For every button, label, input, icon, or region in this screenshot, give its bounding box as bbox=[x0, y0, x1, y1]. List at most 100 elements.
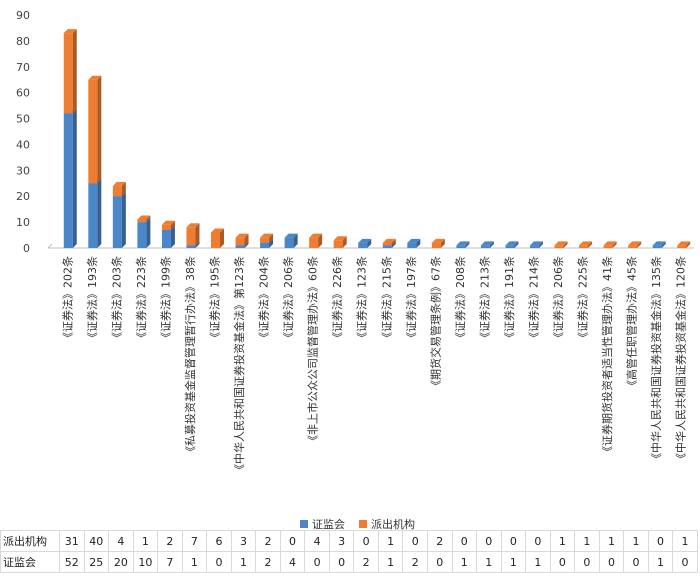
bar-side bbox=[318, 233, 323, 248]
bar-segment-pcjg bbox=[63, 29, 77, 114]
bar-side bbox=[686, 241, 691, 248]
data-table-cell: 1 bbox=[598, 530, 625, 552]
bar-segment-pcjg bbox=[88, 75, 102, 184]
data-table-cell: 0 bbox=[206, 551, 232, 573]
bar-segment-pcjg bbox=[554, 241, 568, 248]
bar-side bbox=[269, 233, 274, 243]
bar-front bbox=[137, 219, 147, 223]
legend-swatch-series-1 bbox=[300, 520, 308, 528]
bar-side bbox=[489, 241, 494, 248]
x-tick-label: 《中华人民共和国证券投资基金法》135条 bbox=[649, 256, 663, 464]
data-table-cell: 1 bbox=[500, 551, 527, 573]
data-table-cell: 3 bbox=[328, 530, 355, 552]
bar-front bbox=[260, 242, 270, 248]
bar-segment-pcjg bbox=[333, 236, 347, 248]
bar-front bbox=[382, 245, 392, 248]
data-table-cell: 2 bbox=[157, 530, 183, 552]
y-tick-label: 70 bbox=[16, 61, 30, 74]
bar-top bbox=[358, 238, 372, 243]
x-tick-label: 《证券法》214条 bbox=[527, 256, 541, 343]
data-table-cell: 1 bbox=[451, 551, 478, 573]
data-table-cell: 1 bbox=[132, 530, 159, 552]
bar-side bbox=[342, 236, 347, 248]
legend-item-series-1: 证监会 bbox=[300, 516, 345, 532]
bar-segment-pcjg bbox=[137, 215, 151, 223]
bar-segment-pcjg bbox=[186, 223, 200, 246]
bar-segment-pcjg bbox=[260, 233, 274, 243]
data-table-cell: 31 bbox=[59, 530, 85, 552]
bar-segment-zjh bbox=[112, 192, 126, 248]
bar-top bbox=[456, 241, 470, 246]
data-table-cell: 0 bbox=[328, 551, 355, 573]
data-table-cell: 0 bbox=[549, 551, 576, 573]
bar-front bbox=[456, 245, 466, 248]
data-table-cell: 0 bbox=[304, 551, 330, 573]
bar-top bbox=[235, 233, 249, 238]
legend-item-series-2: 派出机构 bbox=[359, 516, 415, 532]
data-table-cell: 52 bbox=[59, 551, 85, 573]
bar-top bbox=[260, 233, 274, 238]
x-tick-label: 《证券法》193条 bbox=[85, 256, 99, 343]
bar-segment-zjh bbox=[407, 238, 421, 248]
bar-front bbox=[284, 237, 294, 248]
bar-front bbox=[358, 242, 368, 248]
bar-side bbox=[588, 241, 593, 248]
x-tick-label: 《高管任职管理办法》45条 bbox=[625, 256, 639, 391]
y-tick-label: 30 bbox=[16, 164, 30, 177]
data-table-cell: 0 bbox=[426, 551, 453, 573]
legend-label-series-1: 证监会 bbox=[312, 518, 345, 531]
data-table-cell: 0 bbox=[279, 530, 306, 552]
bar-side bbox=[391, 238, 396, 246]
bar-top bbox=[63, 29, 77, 34]
bar-side bbox=[661, 241, 666, 248]
bar-front bbox=[112, 185, 122, 197]
bar-segment-zjh bbox=[480, 241, 494, 248]
x-axis-labels: 《证券法》202条 《证券法》193条 《证券法》203条 《证券法》223条 《证券法… bbox=[60, 256, 687, 475]
bar-top bbox=[480, 241, 494, 246]
bar-front bbox=[309, 237, 319, 248]
bar-front bbox=[505, 245, 515, 248]
data-table-cell: 1 bbox=[377, 551, 404, 573]
x-tick-label: 《证券法》204条 bbox=[257, 256, 271, 343]
data-table-header: 证监会 bbox=[0, 551, 60, 573]
data-table-cell: 7 bbox=[157, 551, 183, 573]
bar-side bbox=[195, 223, 200, 246]
data-table-header: 派出机构 bbox=[0, 530, 60, 552]
bar-segment-zjh bbox=[63, 109, 77, 248]
data-table-cell: 1 bbox=[549, 530, 576, 552]
data-table-cell: 1 bbox=[476, 551, 502, 573]
x-tick-label: 《证券法》206条 bbox=[551, 256, 565, 343]
bar-side bbox=[121, 181, 126, 197]
bar-top bbox=[161, 220, 175, 225]
bar-front bbox=[186, 245, 196, 248]
x-tick-label: 《证券法》225条 bbox=[576, 256, 590, 343]
bar-front bbox=[186, 227, 196, 246]
x-tick-label: 《证券法》197条 bbox=[404, 256, 418, 343]
bar-side bbox=[514, 241, 519, 248]
bar-front bbox=[211, 232, 220, 248]
bar-side bbox=[293, 233, 298, 248]
data-table-cell: 0 bbox=[353, 530, 379, 552]
bar-side bbox=[195, 241, 200, 248]
data-table-cell: 3 bbox=[230, 530, 257, 552]
bar-segment-zjh bbox=[652, 241, 666, 248]
bar-front bbox=[137, 222, 147, 248]
data-table-cell: 2 bbox=[426, 530, 453, 552]
bar-segment-zjh bbox=[137, 218, 151, 248]
bar-side bbox=[146, 215, 151, 223]
bar-segment-pcjg bbox=[382, 238, 396, 246]
data-table-cell: 4 bbox=[108, 530, 134, 552]
bar-segment-pcjg bbox=[628, 241, 642, 248]
bar-front bbox=[260, 237, 270, 243]
bar-front bbox=[554, 245, 564, 248]
data-table-cell: 40 bbox=[83, 530, 110, 552]
data-table-cell: 0 bbox=[598, 551, 625, 573]
bar-segment-pcjg bbox=[161, 220, 175, 230]
bar-top bbox=[309, 233, 323, 238]
bar-front bbox=[677, 245, 687, 248]
legend: 证监会 派出机构 bbox=[300, 516, 415, 532]
bar-segment-pcjg bbox=[112, 181, 126, 197]
data-table-cell: 7 bbox=[181, 530, 208, 552]
bar-side bbox=[440, 238, 445, 248]
x-tick-label: 《证券法》223条 bbox=[134, 256, 148, 343]
